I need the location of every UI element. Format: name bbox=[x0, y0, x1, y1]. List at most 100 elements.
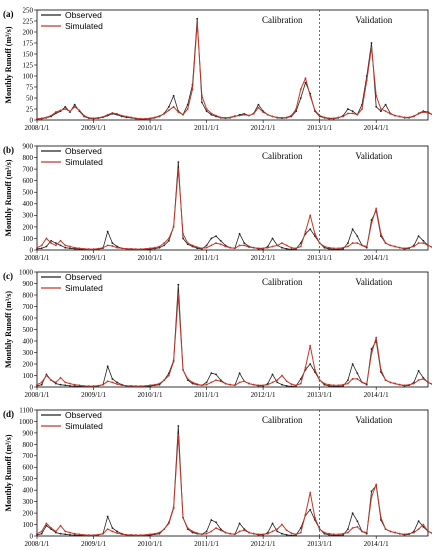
legend-label-simulated: Simulated bbox=[65, 157, 103, 167]
data-point-simulated bbox=[403, 247, 406, 250]
data-point-simulated bbox=[299, 245, 302, 248]
x-tick-label: 2009/1/1 bbox=[81, 124, 106, 132]
panel-label: (a) bbox=[3, 9, 14, 19]
data-point-simulated bbox=[361, 530, 363, 533]
data-point-simulated bbox=[248, 246, 250, 249]
data-point-observed bbox=[290, 534, 293, 537]
data-point-simulated bbox=[379, 232, 382, 235]
data-point-observed bbox=[69, 247, 71, 250]
y-tick-label: 0 bbox=[30, 383, 34, 391]
data-point-simulated bbox=[59, 109, 62, 112]
data-point-simulated bbox=[398, 383, 401, 386]
data-point-simulated bbox=[205, 108, 208, 110]
data-point-simulated bbox=[403, 116, 406, 119]
data-point-simulated bbox=[394, 531, 396, 534]
data-point-simulated bbox=[309, 344, 312, 347]
data-point-observed bbox=[422, 525, 425, 528]
validation-label: Validation bbox=[355, 151, 392, 161]
data-point-observed bbox=[205, 244, 208, 247]
data-point-observed bbox=[64, 105, 67, 108]
data-point-simulated bbox=[196, 532, 199, 535]
data-point-simulated bbox=[172, 105, 175, 108]
data-point-simulated bbox=[139, 534, 142, 536]
legend-label-simulated: Simulated bbox=[65, 283, 103, 293]
data-point-observed bbox=[351, 228, 354, 231]
data-point-observed bbox=[59, 383, 62, 386]
data-point-simulated bbox=[422, 111, 425, 113]
data-point-simulated bbox=[314, 109, 316, 112]
data-point-simulated bbox=[229, 246, 232, 249]
y-tick-label: 600 bbox=[23, 177, 34, 185]
data-point-observed bbox=[347, 379, 349, 381]
data-point-observed bbox=[40, 383, 43, 386]
data-point-simulated bbox=[45, 237, 48, 240]
data-point-simulated bbox=[356, 242, 359, 244]
panel-b: 0 100 200 300 400 500 600 700 800 900 2008/1/1 2009… bbox=[3, 142, 432, 262]
data-point-simulated bbox=[45, 116, 48, 119]
data-point-simulated bbox=[153, 383, 156, 386]
data-point-observed bbox=[299, 378, 302, 380]
data-point-simulated bbox=[69, 531, 71, 534]
data-point-simulated bbox=[116, 383, 118, 386]
data-point-simulated bbox=[111, 245, 114, 247]
series-line-simulated bbox=[36, 294, 432, 387]
y-tick-label: 200 bbox=[23, 223, 34, 231]
data-point-simulated bbox=[45, 522, 48, 525]
y-axis-label: Monthly Runoff (m³/s) bbox=[4, 26, 13, 103]
data-point-simulated bbox=[158, 245, 161, 248]
data-point-simulated bbox=[102, 116, 104, 118]
y-tick-label: 700 bbox=[23, 452, 34, 460]
data-point-simulated bbox=[106, 380, 109, 383]
data-point-simulated bbox=[196, 246, 199, 249]
series-line-observed bbox=[36, 161, 432, 250]
data-point-simulated bbox=[328, 532, 330, 535]
plot-frame bbox=[36, 145, 429, 251]
data-point-simulated bbox=[40, 381, 43, 384]
data-point-simulated bbox=[106, 113, 109, 116]
data-point-observed bbox=[281, 246, 283, 249]
data-point-simulated bbox=[196, 383, 199, 386]
data-point-simulated bbox=[323, 382, 326, 385]
y-tick-label: 200 bbox=[23, 509, 34, 517]
data-point-simulated bbox=[111, 381, 114, 384]
data-point-simulated bbox=[285, 116, 288, 119]
data-point-simulated bbox=[252, 383, 255, 386]
data-point-simulated bbox=[73, 383, 76, 386]
data-point-simulated bbox=[394, 382, 396, 385]
y-axis-label: Monthly Runoff (m³/s) bbox=[4, 159, 13, 236]
data-point-simulated bbox=[125, 384, 128, 387]
data-point-observed bbox=[210, 372, 213, 375]
data-point-simulated bbox=[182, 368, 184, 371]
data-point-simulated bbox=[205, 383, 208, 386]
y-tick-label: 400 bbox=[23, 200, 34, 208]
data-point-simulated bbox=[92, 385, 95, 387]
data-point-simulated bbox=[318, 114, 321, 117]
y-tick-label: 900 bbox=[23, 429, 34, 437]
panel-label: (d) bbox=[3, 409, 14, 419]
data-point-simulated bbox=[97, 384, 100, 387]
y-tick-label: 200 bbox=[23, 360, 34, 368]
data-point-observed bbox=[215, 521, 217, 524]
data-point-observed bbox=[111, 378, 114, 380]
data-point-simulated bbox=[45, 374, 48, 377]
data-point-simulated bbox=[422, 523, 425, 526]
data-point-simulated bbox=[309, 94, 312, 97]
data-point-simulated bbox=[342, 383, 345, 386]
data-point-simulated bbox=[252, 246, 255, 249]
x-tick-label: 2013/1/1 bbox=[307, 540, 332, 548]
data-point-simulated bbox=[379, 108, 382, 110]
data-point-simulated bbox=[215, 527, 217, 529]
data-point-simulated bbox=[398, 532, 401, 535]
data-point-simulated bbox=[365, 245, 368, 248]
y-tick-label: 100 bbox=[23, 235, 34, 243]
data-point-simulated bbox=[342, 115, 345, 118]
data-point-simulated bbox=[102, 532, 104, 535]
data-point-simulated bbox=[233, 533, 236, 536]
data-point-simulated bbox=[87, 534, 90, 536]
validation-label: Validation bbox=[355, 277, 392, 287]
data-point-simulated bbox=[299, 531, 302, 534]
data-point-observed bbox=[257, 103, 260, 106]
validation-label: Validation bbox=[355, 415, 392, 425]
data-point-observed bbox=[40, 532, 43, 535]
data-point-simulated bbox=[59, 376, 62, 379]
